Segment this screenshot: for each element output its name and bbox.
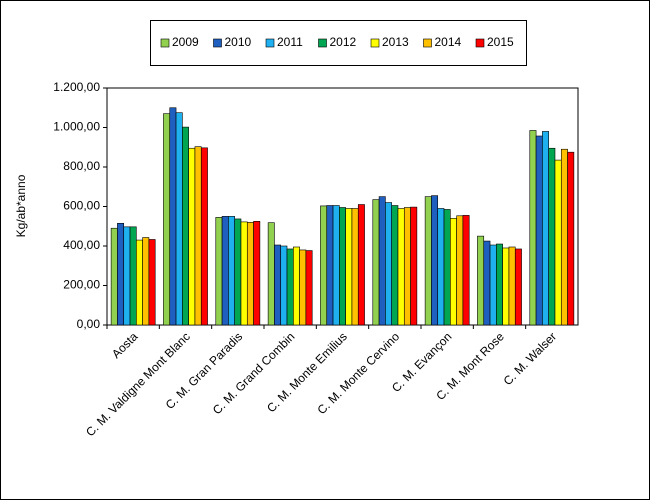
bar (339, 207, 346, 326)
bar (215, 217, 223, 326)
y-tick-label: 0,00 (77, 317, 101, 331)
legend-swatch (318, 38, 327, 48)
bar (378, 196, 386, 326)
legend-label: 2014 (435, 35, 462, 49)
bar (385, 202, 392, 326)
bar (357, 204, 365, 326)
y-tick-label: 200,00 (63, 278, 100, 292)
bar (234, 218, 242, 326)
bar (391, 205, 399, 326)
bar (175, 112, 183, 326)
bar (148, 239, 156, 326)
bar (567, 151, 575, 326)
y-tick-label: 600,00 (63, 199, 100, 213)
bar (293, 246, 300, 326)
bar (456, 215, 464, 326)
bar (560, 148, 568, 326)
y-axis-label: Kg/ab*anno (14, 174, 28, 237)
legend-label: 2010 (225, 35, 252, 49)
bar (253, 221, 261, 326)
legend-label: 2011 (277, 35, 303, 49)
bar (514, 248, 522, 326)
bar (502, 247, 510, 326)
bar (431, 195, 439, 326)
legend-swatch (423, 38, 432, 48)
bar (246, 222, 254, 326)
legend-label: 2009 (172, 35, 199, 49)
bar (200, 147, 208, 326)
bar (351, 208, 359, 326)
legend-label: 2012 (330, 35, 357, 49)
bar (508, 246, 516, 326)
bar (320, 205, 328, 326)
bar (117, 222, 125, 326)
bar (274, 244, 282, 326)
bar (280, 245, 288, 326)
legend-swatch (475, 38, 485, 48)
bar (267, 222, 275, 326)
bar (542, 131, 549, 326)
bar (129, 226, 137, 326)
legend-swatch (213, 38, 222, 48)
bar (345, 208, 353, 326)
bar (240, 221, 248, 326)
bar (548, 147, 556, 326)
bar (410, 206, 418, 326)
legend-swatch (160, 38, 170, 48)
bar (529, 130, 537, 326)
y-tick-label: 1.000,00 (53, 120, 100, 134)
bar (450, 218, 457, 326)
bar (397, 208, 405, 326)
bar (462, 215, 470, 326)
bar (554, 159, 562, 326)
bar (163, 113, 171, 326)
bar (299, 249, 307, 326)
bar (228, 216, 235, 326)
bar (332, 205, 340, 326)
bar (489, 244, 497, 326)
y-tick-label: 1.200,00 (53, 80, 100, 94)
bar (136, 239, 143, 326)
bar (169, 107, 177, 326)
legend-label: 2015 (487, 35, 514, 49)
bar (496, 243, 503, 326)
y-tick-label: 400,00 (63, 238, 100, 252)
bar (305, 250, 313, 326)
bar (535, 135, 543, 326)
bar (477, 235, 485, 326)
legend-swatch (265, 38, 275, 48)
bar (194, 146, 202, 326)
bar (221, 216, 229, 326)
legend-swatch (370, 38, 380, 48)
bar (437, 208, 445, 326)
bar (188, 147, 196, 326)
bar (403, 207, 411, 326)
bar (483, 240, 491, 326)
legend-label: 2013 (382, 35, 409, 49)
legend-box (150, 20, 527, 66)
bar (142, 237, 150, 326)
bar (424, 196, 432, 326)
bar (443, 209, 451, 326)
bar (110, 227, 118, 326)
bar (286, 248, 294, 326)
y-tick-label: 800,00 (63, 159, 100, 173)
bar (182, 126, 189, 326)
bar (123, 226, 131, 326)
bar (326, 205, 334, 326)
bar (372, 199, 380, 326)
